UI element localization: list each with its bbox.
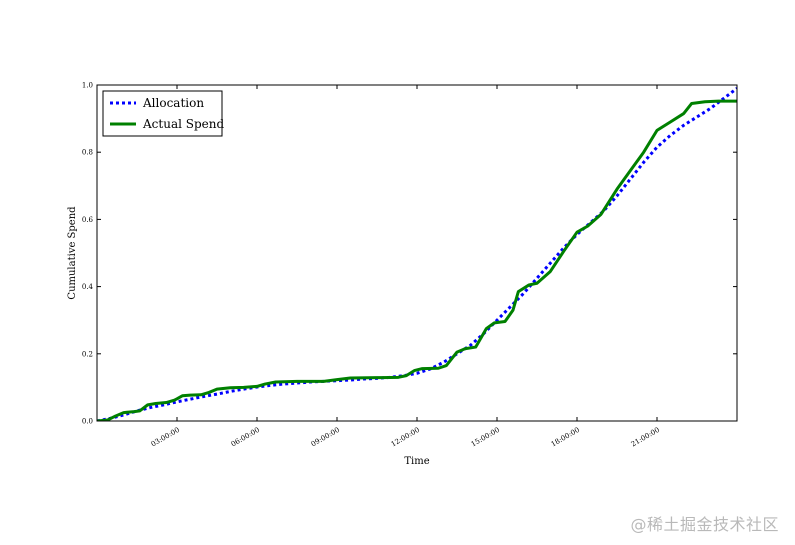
legend: Allocation Actual Spend (102, 90, 224, 137)
legend-label-allocation: Allocation (142, 96, 204, 110)
x-tick-label: 03:00:00 (150, 426, 181, 449)
legend-label-actual-spend: Actual Spend (142, 117, 224, 131)
x-tick-label: 15:00:00 (470, 426, 501, 449)
x-tick-label: 06:00:00 (230, 426, 261, 449)
series-line-actual-spend (97, 99, 737, 421)
y-tick-label: 0.8 (82, 149, 93, 157)
x-tick-label: 21:00:00 (630, 426, 661, 449)
plot-content (97, 87, 737, 421)
legend-box (102, 90, 223, 137)
y-axis-label: Cumulative Spend (67, 206, 78, 300)
y-tick-label: 0.2 (82, 350, 93, 358)
x-tick-label: 12:00:00 (390, 426, 421, 449)
x-tick-label: 09:00:00 (310, 426, 341, 449)
y-tick-label: 0.0 (82, 418, 93, 426)
x-tick-label: 18:00:00 (550, 426, 581, 449)
x-axis-label: Time (404, 456, 429, 467)
y-tick-label: 0.6 (82, 216, 94, 224)
series-line-allocation (97, 87, 737, 421)
y-tick-label: 0.4 (82, 283, 94, 291)
y-tick-label: 1.0 (82, 82, 93, 90)
ticks: 0.0 0.2 0.4 0.6 0.8 1.0 03:00:00 06:00:00 09:00:… (82, 82, 737, 449)
watermark: @稀土掘金技术社区 (630, 515, 779, 534)
